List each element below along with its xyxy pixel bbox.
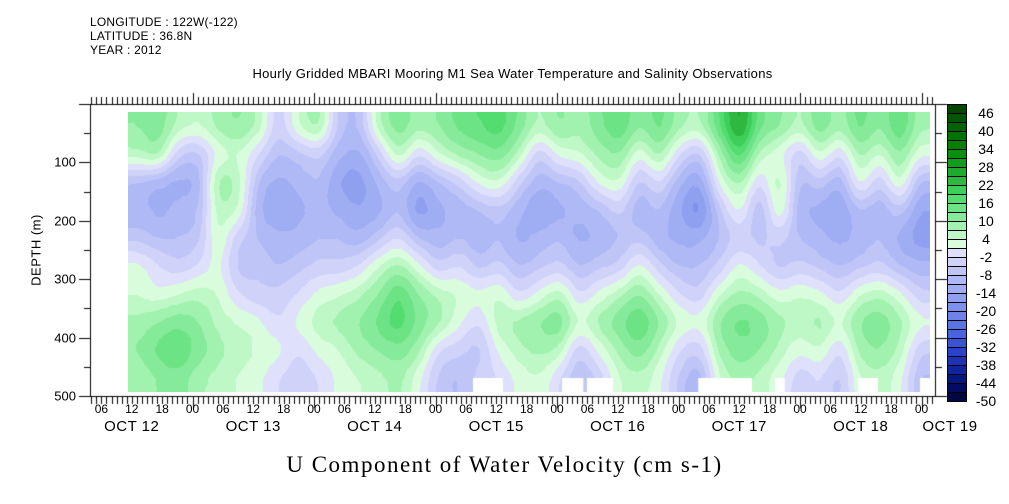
- x-hour-label: 06: [580, 402, 595, 416]
- colorbar-tick-label: -8: [979, 267, 993, 283]
- colorbar-tick-label: 22: [978, 177, 994, 193]
- colorbar-tick-label: -26: [975, 321, 997, 337]
- y-tick-label: 400: [54, 330, 76, 346]
- x-hour-label: 18: [641, 402, 655, 416]
- x-hour-label: 12: [611, 402, 625, 416]
- colorbar-tick-label: 10: [978, 213, 994, 229]
- x-day-label: OCT 16: [590, 418, 646, 435]
- colorbar-tick-label: -32: [975, 339, 997, 355]
- x-day-label: OCT 12: [104, 418, 160, 435]
- colorbar-tick-label: 28: [978, 159, 994, 175]
- x-day-label: OCT 15: [468, 418, 524, 435]
- colorbar-tick-label: -44: [975, 375, 997, 391]
- footer-title: U Component of Water Velocity (cm s-1): [286, 452, 723, 477]
- y-tick-label: 200: [54, 213, 76, 229]
- x-hour-label: 06: [337, 402, 352, 416]
- x-hour-label: 12: [489, 402, 503, 416]
- colorbar-tick-label: -2: [979, 249, 993, 265]
- colorbar-tick-label: -50: [975, 393, 997, 409]
- x-hour-label: 00: [914, 402, 929, 416]
- x-hour-label: 18: [519, 402, 534, 416]
- colorbar-tick-label: -38: [975, 357, 997, 373]
- colorbar-tick-label: 40: [978, 123, 994, 139]
- x-hour-label: 12: [368, 402, 382, 416]
- colorbar-box: [947, 392, 967, 402]
- x-day-label: OCT 17: [711, 418, 767, 435]
- x-hour-label: 00: [671, 402, 686, 416]
- colorbar-tick-label: 34: [978, 141, 994, 157]
- colorbar-tick-label: 16: [978, 195, 994, 211]
- x-hour-label: 06: [216, 402, 230, 416]
- x-day-label: OCT 13: [225, 418, 281, 435]
- x-hour-label: 00: [550, 402, 564, 416]
- x-hour-label: 18: [398, 402, 412, 416]
- colorbar-tick-label: -14: [975, 285, 997, 301]
- x-day-label: OCT 18: [833, 418, 889, 435]
- colorbar-tick-label: -20: [975, 303, 997, 319]
- x-hour-label: 06: [823, 402, 838, 416]
- x-hour-label: 06: [459, 402, 473, 416]
- x-hour-label: 12: [125, 402, 139, 416]
- x-hour-label: 12: [732, 402, 746, 416]
- x-hour-label: 00: [185, 402, 200, 416]
- x-hour-label: 00: [307, 402, 321, 416]
- x-hour-label: 00: [428, 402, 443, 416]
- x-day-label: OCT 14: [347, 418, 403, 435]
- y-tick-label: 500: [54, 388, 76, 404]
- x-hour-label: 18: [276, 402, 291, 416]
- x-hour-label: 18: [884, 402, 898, 416]
- x-hour-label: 12: [246, 402, 260, 416]
- colorbar-tick-label: 46: [978, 105, 994, 121]
- x-hour-label: 06: [702, 402, 716, 416]
- y-tick-label: 300: [54, 271, 76, 287]
- x-hour-label: 18: [762, 402, 777, 416]
- x-day-label: OCT 19: [922, 418, 978, 435]
- x-hour-label: 18: [155, 402, 169, 416]
- y-tick-label: 100: [54, 154, 76, 170]
- colorbar-tick-label: 4: [982, 231, 990, 247]
- x-hour-label: 12: [854, 402, 868, 416]
- x-hour-label: 00: [793, 402, 807, 416]
- x-hour-label: 06: [94, 402, 109, 416]
